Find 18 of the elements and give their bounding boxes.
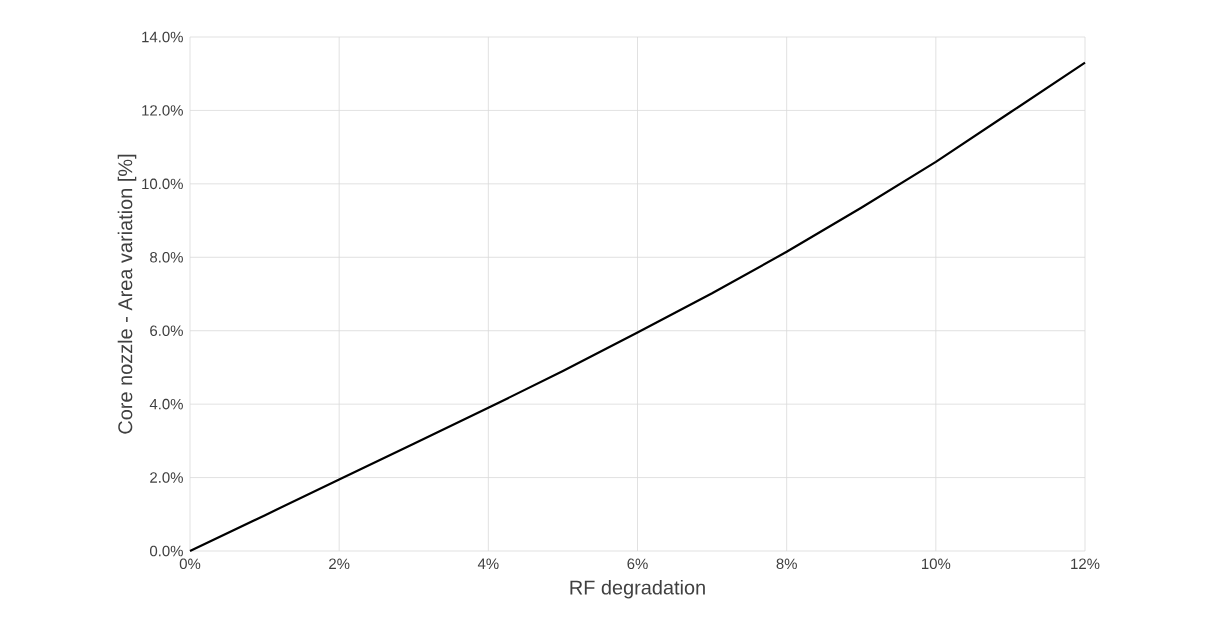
y-axis-title: Core nozzle - Area variation [%] bbox=[117, 154, 137, 434]
x-tick-label: 8% bbox=[776, 558, 797, 570]
line-series bbox=[188, 61, 1087, 553]
y-tick-label: 8.0% bbox=[150, 251, 183, 263]
y-tick-label: 2.0% bbox=[150, 472, 183, 483]
x-tick-label: 6% bbox=[627, 558, 648, 570]
y-tick-label: 10.0% bbox=[142, 178, 183, 190]
x-tick-label: 4% bbox=[477, 558, 499, 569]
x-tick-label: 0% bbox=[179, 558, 201, 570]
y-tick-label: 14.0% bbox=[142, 31, 183, 43]
y-tick-label: 12.0% bbox=[142, 105, 183, 116]
x-tick-label: 10% bbox=[922, 558, 951, 570]
x-axis-title: RF degradation bbox=[570, 579, 705, 599]
x-tick-label: 2% bbox=[329, 558, 350, 570]
y-tick-label: 6.0% bbox=[150, 325, 183, 336]
y-tick-label: 0.0% bbox=[150, 545, 183, 557]
x-tick-label: 12% bbox=[1071, 558, 1100, 570]
y-tick-label: 4.0% bbox=[149, 398, 183, 410]
